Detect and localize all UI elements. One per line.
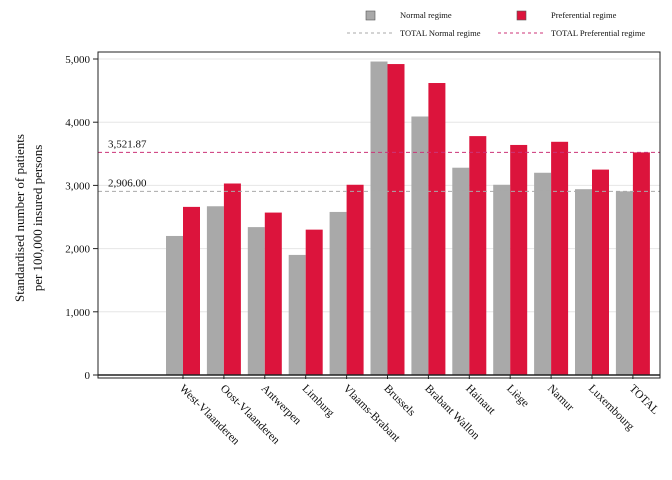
legend-swatch-preferential [516, 10, 527, 21]
y-tick-label: 1,000 [65, 307, 90, 319]
bar-normal [411, 116, 429, 376]
bar-normal [493, 184, 511, 375]
legend: Normal regime Preferential regime TOTAL … [347, 10, 645, 38]
bar-preferential [223, 183, 241, 375]
legend-label-total-preferential: TOTAL Preferential regime [551, 28, 645, 38]
bar-normal [206, 206, 224, 375]
bar-preferential [305, 229, 323, 375]
bar-preferential [264, 212, 282, 375]
bar-preferential [183, 206, 200, 375]
legend-label-normal: Normal regime [400, 10, 452, 20]
x-tick-label: Liège [504, 383, 531, 410]
bar-normal [288, 254, 306, 375]
bar-preferential [428, 83, 446, 376]
reference-line-label: 2,906.00 [108, 177, 147, 189]
bar-preferential [469, 136, 487, 375]
y-tick-label: 4,000 [65, 117, 90, 129]
legend-label-total-normal: TOTAL Normal regime [400, 28, 481, 38]
bar-preferential [632, 152, 650, 375]
bar-preferential [551, 141, 569, 375]
bar-normal [329, 211, 347, 375]
plot-frame [97, 51, 661, 379]
bar-normal [166, 235, 183, 375]
bar-normal [534, 172, 552, 375]
bar-normal [452, 167, 470, 375]
bar-normal [370, 61, 388, 375]
x-tick-label: TOTAL [627, 383, 661, 417]
x-tick-label: Brussels [381, 383, 417, 419]
y-tick-label: 0 [85, 370, 91, 382]
bar-preferential [387, 64, 405, 375]
legend-swatch-normal [365, 10, 376, 21]
y-tick-label: 3,000 [65, 180, 90, 192]
bar-preferential [592, 169, 609, 375]
reference-line-label: 3,521.87 [108, 138, 147, 150]
y-tick-label: 5,000 [65, 54, 90, 66]
bar-normal [615, 191, 633, 375]
y-axis-title-line-2: per 100,000 insured persons [30, 145, 45, 292]
legend-label-preferential: Preferential regime [551, 10, 617, 20]
reference-lines: 2,906.00 3,521.87 [98, 138, 660, 192]
bar-preferential [510, 144, 528, 375]
bars [166, 61, 650, 376]
bar-normal [575, 189, 592, 375]
x-tick-label: Hainaut [463, 383, 498, 418]
bar-normal [247, 227, 265, 375]
y-tick-label: 2,000 [65, 244, 90, 256]
bar-preferential [346, 184, 364, 375]
x-tick-label: Limburg [300, 383, 337, 420]
y-axis-title-line-1: Standardised number of patients [12, 134, 27, 302]
x-tick-label: Namur [545, 383, 576, 414]
